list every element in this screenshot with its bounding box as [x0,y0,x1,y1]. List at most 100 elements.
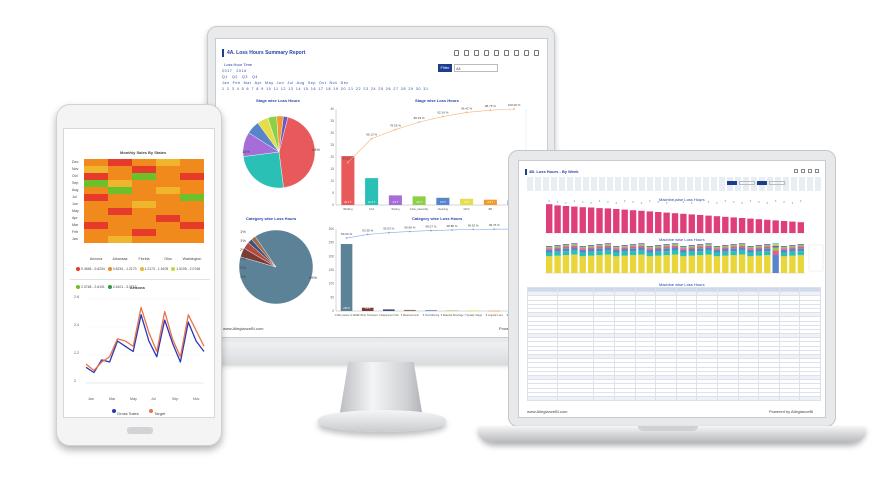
heatmap-cell[interactable] [180,159,204,166]
heatmap-cell[interactable] [108,159,132,166]
quarter-option[interactable]: Q3 [242,75,248,79]
heatmap-cell[interactable] [108,208,132,215]
laptop-filter-strip[interactable] [527,177,821,191]
day-option[interactable]: 23 [363,87,369,91]
pdf-icon[interactable] [494,50,499,56]
month-option[interactable]: Mar [243,81,252,85]
heatmap-cell[interactable] [108,194,132,201]
settings-icon[interactable] [815,169,819,173]
heatmap-cell[interactable] [108,173,132,180]
filter-input[interactable] [739,181,755,185]
day-option[interactable]: 27 [393,87,399,91]
heatmap-cell[interactable] [180,222,204,229]
month-option[interactable]: Jun [276,81,285,85]
heatmap-cell[interactable] [108,187,132,194]
day-option[interactable]: 29 [408,87,414,91]
heatmap-cell[interactable] [84,166,108,173]
filter-input-2[interactable] [769,181,785,185]
table-row[interactable] [527,299,821,305]
day-option[interactable]: 1 [222,87,225,91]
day-option[interactable]: 12 [280,87,287,91]
table-row[interactable] [527,395,821,402]
month-option[interactable]: Jan [222,81,230,85]
day-option[interactable]: 30 [415,87,422,91]
heatmap-cell[interactable] [156,208,180,215]
heatmap-cell[interactable] [84,236,108,243]
year-option[interactable]: 2017 [222,69,233,73]
day-option[interactable]: 8 [256,87,259,91]
heatmap-cell[interactable] [84,187,108,194]
heatmap-cell[interactable] [84,222,108,229]
heatmap-cell[interactable] [180,166,204,173]
day-option[interactable]: 18 [325,87,332,91]
table-row[interactable] [527,374,821,381]
day-option[interactable]: 14 [295,87,302,91]
heatmap-cell[interactable] [84,180,108,187]
quarter-option[interactable]: Q4 [252,75,258,79]
day-option[interactable]: 5 [241,87,245,91]
heatmap-cell[interactable] [132,173,156,180]
day-option[interactable]: 15 [303,87,309,91]
settings-icon[interactable] [514,50,519,56]
day-option[interactable]: 10 [266,87,272,91]
heatmap-cell[interactable] [156,166,180,173]
day-selector[interactable]: 1 2 3 4 5 6 7 8 9 10 11 12 13 14 15 16 17 18 19 20 21 22 23 24 2… [222,87,431,91]
heatmap-cell[interactable] [180,173,204,180]
heatmap-cell[interactable] [132,208,156,215]
year-selector[interactable]: 2017 2016 [222,69,251,73]
day-option[interactable]: 9 [261,87,264,91]
heatmap-cell[interactable] [84,159,108,166]
print-icon[interactable] [801,169,805,173]
heatmap-cell[interactable] [156,159,180,166]
day-option[interactable]: 13 [288,87,294,91]
day-option[interactable]: 22 [355,87,362,91]
heatmap-cell[interactable] [108,180,132,187]
heatmap-cell[interactable] [180,215,204,222]
heatmap-cell[interactable] [108,236,132,243]
day-option[interactable]: 6 [246,87,250,91]
heatmap-cell[interactable] [84,208,108,215]
heatmap-cell[interactable] [156,236,180,243]
tablet-home-button[interactable] [127,427,153,434]
month-selector[interactable]: Jan Feb Mar Apr May Jun Jul Aug Sep Oct Nov Dec [222,81,352,85]
heatmap-cell[interactable] [156,215,180,222]
day-option[interactable]: 3 [231,87,235,91]
quarter-selector[interactable]: Q1 Q2 Q3 Q4 [222,75,262,79]
day-option[interactable]: 19 [333,87,339,91]
heatmap-cell[interactable] [180,187,204,194]
month-option[interactable]: Apr [254,81,263,85]
table-row[interactable] [527,379,821,385]
heatmap-cell[interactable] [180,201,204,208]
export-icon[interactable] [454,50,459,56]
month-option[interactable]: Aug [296,81,305,85]
year-option[interactable]: 2016 [236,69,247,73]
apply-button[interactable] [757,181,767,185]
table-row[interactable] [527,312,821,318]
heatmap-cell[interactable] [180,180,204,187]
print-icon[interactable] [464,50,469,56]
heatmap-cell[interactable] [84,215,108,222]
heatmap-cell[interactable] [180,194,204,201]
month-option[interactable]: Jul [287,81,294,85]
month-option[interactable]: Dec [340,81,349,85]
email-icon[interactable] [504,50,509,56]
heatmap-cell[interactable] [132,194,156,201]
heatmap-cell[interactable] [108,201,132,208]
table-row[interactable] [527,353,821,360]
day-option[interactable]: 2 [226,87,230,91]
day-option[interactable]: 31 [423,87,429,91]
heatmap-cell[interactable] [132,222,156,229]
heatmap-cell[interactable] [132,159,156,166]
month-option[interactable]: Feb [232,81,241,85]
day-option[interactable]: 17 [318,87,324,91]
table-row[interactable] [527,391,821,397]
filter-value-input[interactable]: All [454,64,498,72]
heatmap-cell[interactable] [156,187,180,194]
filter-button[interactable] [727,181,737,185]
heatmap-cell[interactable] [108,222,132,229]
month-option[interactable]: Nov [329,81,338,85]
heatmap-cell[interactable] [108,229,132,236]
heatmap-cell[interactable] [180,229,204,236]
heatmap-cell[interactable] [180,236,204,243]
day-option[interactable]: 21 [348,87,354,91]
